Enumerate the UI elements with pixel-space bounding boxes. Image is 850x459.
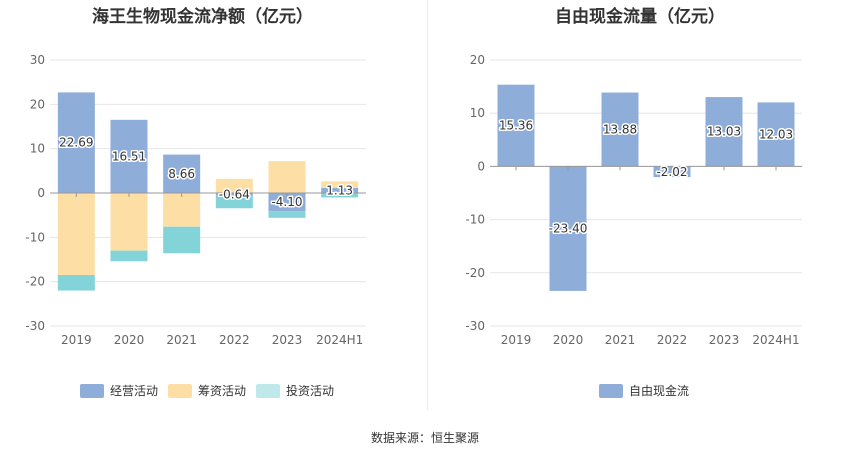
right-y-tick-label: 0 bbox=[477, 159, 485, 173]
left-legend-label: 投资活动 bbox=[286, 383, 334, 398]
left-x-tick-label: 2024H1 bbox=[316, 333, 363, 347]
right-data-label: 12.03 bbox=[759, 127, 793, 141]
left-bar-投资活动 bbox=[268, 211, 306, 218]
left-data-label: 8.66 bbox=[168, 167, 195, 181]
right-x-tick-label: 2019 bbox=[501, 333, 532, 347]
left-bar-经营活动 bbox=[57, 92, 95, 193]
right-y-tick-label: -20 bbox=[465, 266, 485, 280]
left-legend-swatch bbox=[256, 384, 280, 398]
left-x-tick-label: 2022 bbox=[219, 333, 250, 347]
left-bar-投资活动 bbox=[215, 195, 253, 209]
right-bar-自由现金流 bbox=[601, 92, 639, 167]
left-legend-swatch bbox=[80, 384, 104, 398]
left-data-label: -4.10 bbox=[271, 195, 302, 209]
left-x-tick-label: 2019 bbox=[61, 333, 92, 347]
left-data-label: 22.69 bbox=[59, 136, 93, 150]
left-y-tick-label: -10 bbox=[25, 230, 45, 244]
left-y-tick-label: -30 bbox=[25, 319, 45, 333]
left-bar-筹资活动 bbox=[110, 193, 148, 251]
left-chart-title: 海王生物现金流净额（亿元） bbox=[92, 7, 313, 27]
left-bar-投资活动 bbox=[163, 226, 201, 254]
left-bar-经营活动 bbox=[321, 187, 359, 193]
right-data-label: -2.02 bbox=[656, 165, 687, 179]
right-x-tick-label: 2020 bbox=[553, 333, 584, 347]
left-bar-筹资活动 bbox=[57, 193, 95, 276]
left-y-tick-label: 20 bbox=[30, 97, 45, 111]
right-y-tick-label: 20 bbox=[470, 53, 485, 67]
left-bar-筹资活动 bbox=[321, 181, 359, 188]
left-y-tick-label: 10 bbox=[30, 142, 45, 156]
right-y-tick-label: 10 bbox=[470, 106, 485, 120]
right-y-tick-label: -30 bbox=[465, 319, 485, 333]
right-x-tick-label: 2021 bbox=[605, 333, 636, 347]
right-x-tick-label: 2024H1 bbox=[752, 333, 799, 347]
data-source-note: 数据来源：恒生聚源 bbox=[370, 431, 479, 445]
right-legend-swatch bbox=[599, 384, 623, 398]
right-bar-自由现金流 bbox=[549, 166, 587, 291]
left-legend-swatch bbox=[168, 384, 192, 398]
right-data-label: 13.03 bbox=[707, 125, 741, 139]
left-bar-投资活动 bbox=[110, 250, 148, 262]
left-bar-经营活动 bbox=[268, 193, 306, 212]
left-bar-投资活动 bbox=[57, 275, 95, 291]
left-y-tick-label: 30 bbox=[30, 53, 45, 67]
right-bar-自由现金流 bbox=[497, 84, 535, 167]
left-x-tick-label: 2023 bbox=[272, 333, 303, 347]
left-data-label: 1.13 bbox=[326, 183, 353, 197]
left-bar-经营活动 bbox=[110, 119, 148, 193]
left-data-label: 16.51 bbox=[112, 149, 146, 163]
left-y-tick-label: 0 bbox=[37, 186, 45, 200]
right-x-tick-label: 2023 bbox=[709, 333, 740, 347]
left-bar-经营活动 bbox=[163, 154, 201, 193]
right-legend-label: 自由现金流 bbox=[629, 383, 689, 398]
left-x-tick-label: 2021 bbox=[166, 333, 197, 347]
right-x-tick-label: 2022 bbox=[657, 333, 688, 347]
right-bar-自由现金流 bbox=[757, 102, 795, 167]
right-bar-自由现金流 bbox=[705, 97, 743, 167]
left-data-label: -0.64 bbox=[219, 187, 250, 201]
right-y-tick-label: -10 bbox=[465, 213, 485, 227]
left-x-tick-label: 2020 bbox=[114, 333, 145, 347]
left-bar-筹资活动 bbox=[163, 193, 201, 227]
right-chart-title: 自由现金流量（亿元） bbox=[555, 7, 725, 27]
left-y-tick-label: -20 bbox=[25, 275, 45, 289]
right-bar-自由现金流 bbox=[653, 166, 691, 178]
left-legend-label: 经营活动 bbox=[110, 384, 158, 398]
panel-divider bbox=[427, 0, 428, 410]
right-data-label: 13.88 bbox=[603, 122, 637, 136]
left-bar-筹资活动 bbox=[215, 178, 253, 193]
right-data-label: -23.40 bbox=[549, 222, 588, 236]
left-bar-筹资活动 bbox=[268, 161, 306, 193]
left-legend-label: 筹资活动 bbox=[198, 384, 246, 398]
right-data-label: 15.36 bbox=[499, 119, 533, 133]
